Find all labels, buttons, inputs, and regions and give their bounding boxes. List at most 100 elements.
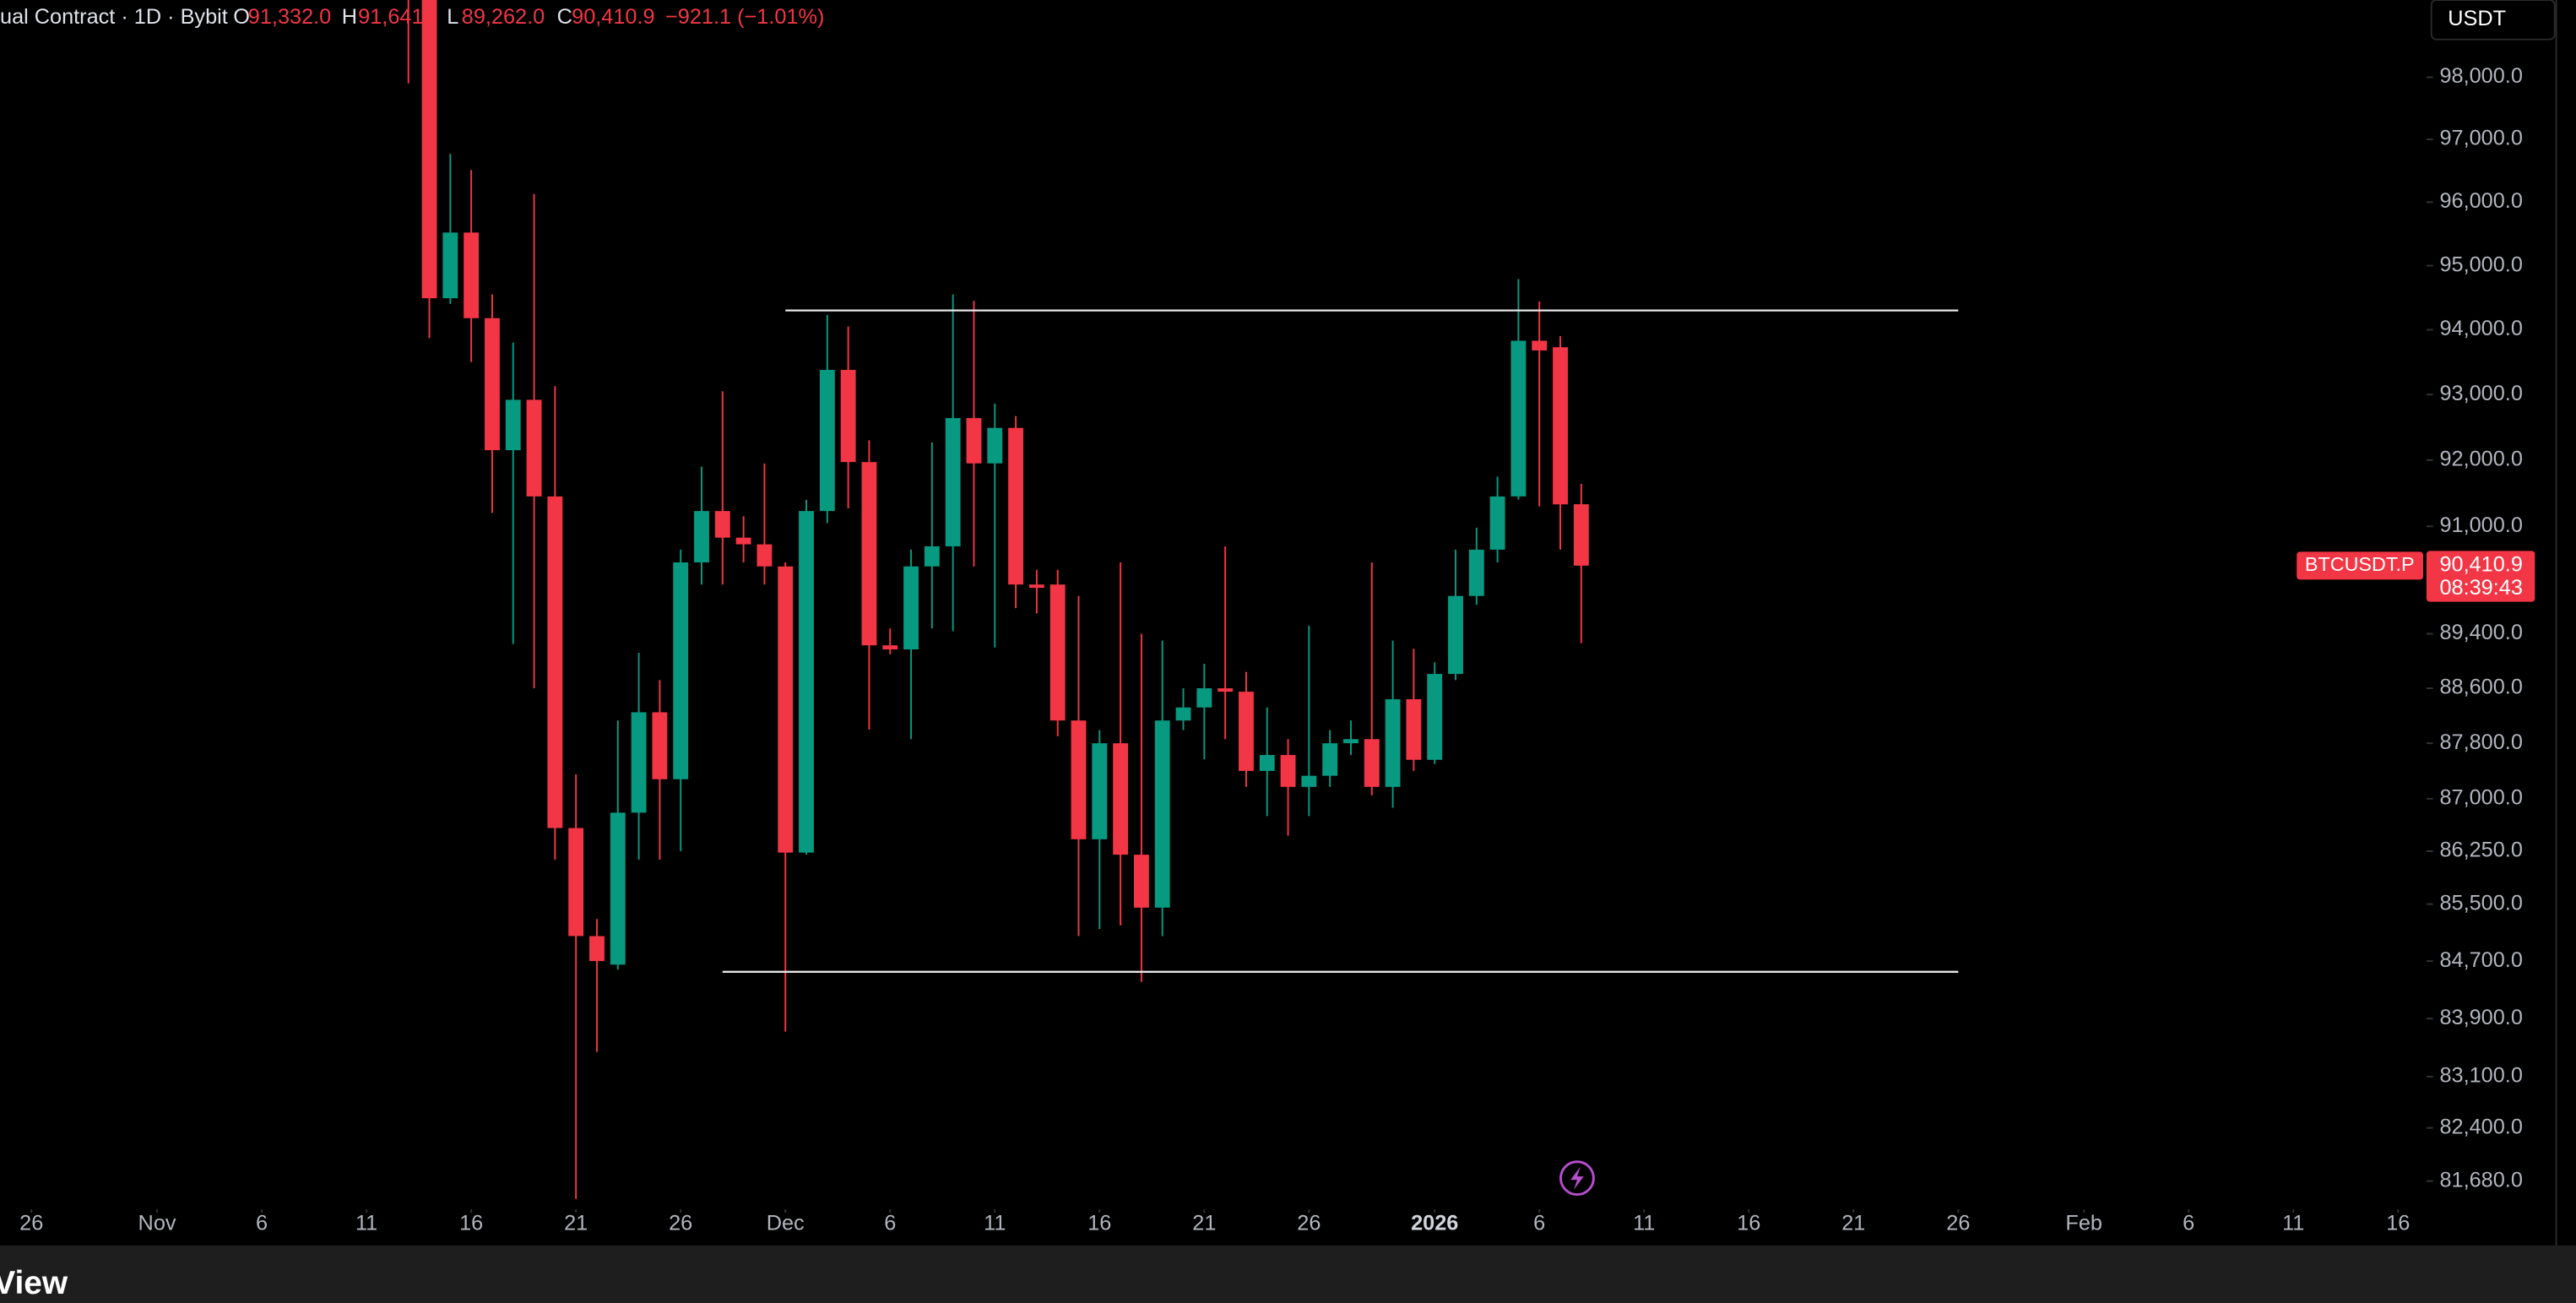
- x-tick-label: 26: [1946, 1211, 1970, 1235]
- x-tick-label: 11: [2282, 1211, 2304, 1235]
- candle-body: [714, 511, 730, 538]
- high-label: H: [342, 5, 357, 29]
- candle-body: [840, 369, 856, 463]
- y-tick-label: 96,000.0: [2439, 189, 2522, 213]
- candle-body: [1406, 699, 1422, 760]
- y-tick-label: 89,400.0: [2439, 621, 2522, 644]
- candle-body: [421, 0, 437, 299]
- candle-body: [1532, 340, 1548, 350]
- candle-body: [1217, 688, 1234, 692]
- candle-body: [1364, 739, 1380, 787]
- open-label: O: [233, 5, 250, 29]
- x-tick-label: 16: [2386, 1211, 2410, 1235]
- y-tick-label: 95,000.0: [2439, 252, 2522, 276]
- last-price-label: 90,410.9: [2439, 553, 2522, 577]
- candle-body: [485, 318, 500, 451]
- candle-body: [1448, 595, 1463, 675]
- x-tick-label: 26: [669, 1211, 692, 1235]
- high-value: 91,641: [358, 5, 423, 29]
- candle-body: [1008, 427, 1024, 585]
- candle-body: [1322, 743, 1338, 776]
- y-tick-label: 86,250.0: [2439, 839, 2522, 862]
- candle-body: [966, 418, 982, 464]
- event-icon[interactable]: [1559, 1160, 1595, 1197]
- header: ual Contract · 1D · Bybit O 91,332.0 H 9…: [0, 5, 824, 29]
- candle-body: [1133, 855, 1149, 908]
- y-tick-label: 87,000.0: [2439, 786, 2522, 810]
- x-tick-label: 21: [1192, 1211, 1216, 1235]
- currency-button[interactable]: [2430, 0, 2556, 41]
- x-tick-label: 26: [1297, 1211, 1321, 1235]
- y-tick-label: 98,000.0: [2439, 64, 2522, 88]
- y-tick-label: 83,100.0: [2439, 1064, 2522, 1088]
- candle-body: [1196, 688, 1212, 708]
- candle-body: [1154, 720, 1170, 908]
- last-price-symbol-box: [2297, 551, 2424, 580]
- currency[interactable]: USDT: [2448, 7, 2506, 30]
- event-bolt[interactable]: [1570, 1166, 1584, 1190]
- x-tick-label: 6: [884, 1211, 896, 1235]
- x-tick-label: 16: [459, 1211, 483, 1235]
- candle-body: [1427, 674, 1443, 760]
- x-tick-label: 21: [564, 1211, 588, 1235]
- candle-body: [547, 496, 563, 828]
- x-tick-label: 6: [256, 1211, 268, 1235]
- candle-body: [1385, 699, 1401, 787]
- last-price-symbol: BTCUSDT.P: [2305, 553, 2415, 575]
- x-tick-label: 16: [1087, 1211, 1111, 1235]
- x-tick-label: 11: [1633, 1211, 1655, 1235]
- candle-body: [819, 369, 835, 512]
- candle-body: [673, 562, 689, 779]
- candle-body: [1489, 496, 1505, 550]
- y-tick-label: 92,000.0: [2439, 448, 2522, 471]
- candle-body: [924, 546, 940, 567]
- candle-body: [526, 399, 542, 497]
- y-tick-label: 97,000.0: [2439, 127, 2522, 150]
- x-tick-label: 16: [1737, 1211, 1760, 1235]
- candle-body: [694, 511, 709, 562]
- candle-body: [1239, 692, 1254, 771]
- x-tick-label: 11: [355, 1211, 377, 1235]
- candle-body: [987, 427, 1003, 464]
- x-tick-label: 11: [984, 1211, 1006, 1235]
- x-tick-label: Feb: [2065, 1211, 2102, 1235]
- y-tick-label: 87,800.0: [2439, 730, 2522, 754]
- x-tick-label: Nov: [138, 1211, 176, 1235]
- candle-body: [1343, 739, 1359, 744]
- candle-body: [1510, 340, 1527, 497]
- candle-body: [631, 712, 647, 813]
- candle-body: [1573, 504, 1589, 566]
- y-tick-label: 81,680.0: [2439, 1168, 2522, 1192]
- candle-body: [610, 812, 626, 965]
- x-tick-label: 6: [2183, 1211, 2194, 1235]
- plot-area: [407, 0, 1959, 1199]
- candle-body: [1468, 549, 1484, 596]
- candle-body: [1071, 720, 1087, 839]
- open-value: 91,332.0: [248, 5, 331, 29]
- x-tick-label: Dec: [767, 1211, 805, 1235]
- candle-body: [1113, 743, 1129, 855]
- x-tick-label: 21: [1841, 1211, 1865, 1235]
- x-tick-label: 26: [19, 1211, 43, 1235]
- candle-body: [882, 645, 898, 650]
- last-price-box: [2426, 551, 2535, 602]
- candle-body: [464, 232, 480, 318]
- countdown: 08:39:43: [2439, 576, 2522, 600]
- candle-body: [861, 462, 877, 646]
- y-tick-label: 93,000.0: [2439, 382, 2522, 405]
- candle-body: [652, 712, 668, 779]
- candle-body: [799, 511, 814, 853]
- change: −921.1 (−1.01%): [665, 5, 824, 29]
- y-tick-label: 84,700.0: [2439, 948, 2522, 972]
- symbol: ual Contract · 1D · Bybit: [0, 5, 228, 29]
- close-value: 90,410.9: [572, 5, 654, 29]
- y-tick-label: 83,900.0: [2439, 1006, 2522, 1029]
- y-tick-label: 88,600.0: [2439, 676, 2522, 699]
- event-circle[interactable]: [1559, 1160, 1595, 1197]
- candle-body: [1028, 584, 1044, 589]
- brand: View: [0, 1265, 68, 1301]
- footer-bar: [0, 1245, 2576, 1303]
- candle-body: [568, 828, 584, 937]
- low-label: L: [447, 5, 458, 29]
